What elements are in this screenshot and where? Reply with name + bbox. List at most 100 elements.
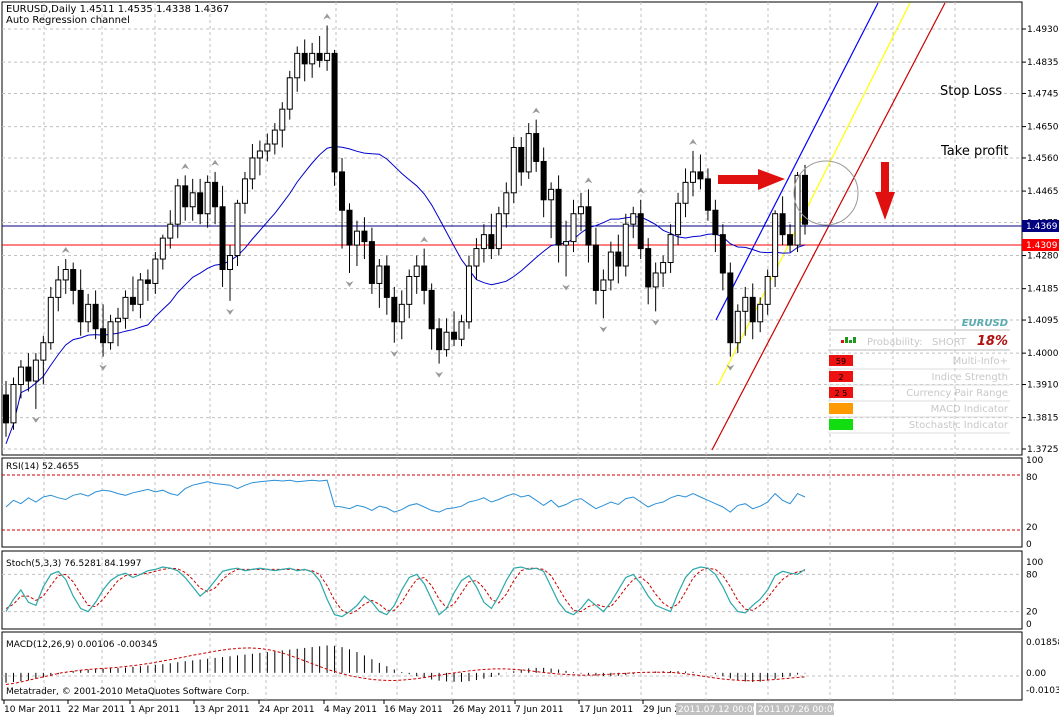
candle[interactable] [55, 279, 62, 298]
candle[interactable] [794, 174, 801, 246]
candle[interactable] [525, 133, 532, 173]
candle[interactable] [779, 213, 786, 236]
candle[interactable] [197, 192, 204, 215]
candle[interactable] [689, 171, 696, 183]
candle[interactable] [256, 150, 263, 159]
candle[interactable] [652, 272, 659, 288]
candle[interactable] [241, 178, 248, 204]
candle[interactable] [249, 157, 256, 180]
candle[interactable] [488, 234, 495, 250]
candle[interactable] [697, 171, 704, 180]
candle[interactable] [383, 265, 390, 298]
candle[interactable] [301, 52, 308, 65]
candle[interactable] [757, 303, 764, 323]
candle[interactable] [764, 275, 771, 305]
stochastic-main-line[interactable] [5, 566, 806, 618]
candle[interactable] [615, 251, 622, 267]
candle[interactable] [174, 185, 181, 225]
candle[interactable] [510, 147, 517, 194]
candle[interactable] [331, 52, 338, 173]
candle[interactable] [212, 181, 219, 208]
candle[interactable] [40, 342, 47, 361]
macd-histogram[interactable] [5, 645, 806, 683]
candle[interactable] [219, 206, 226, 270]
candle[interactable] [540, 160, 547, 201]
candle[interactable] [712, 209, 719, 236]
candle[interactable] [129, 296, 136, 305]
candle[interactable] [62, 268, 69, 281]
macd-signal-line[interactable] [5, 647, 806, 685]
candle[interactable] [622, 223, 629, 267]
macd-panel[interactable] [1, 631, 1023, 701]
candle[interactable] [85, 303, 92, 323]
candle[interactable] [503, 192, 510, 215]
candle[interactable] [458, 321, 465, 340]
candle[interactable] [480, 234, 487, 250]
candle[interactable] [630, 213, 637, 225]
candle[interactable] [353, 230, 360, 246]
candle[interactable] [660, 262, 667, 274]
candle[interactable] [286, 77, 293, 110]
candle[interactable] [17, 366, 24, 386]
candle[interactable] [787, 234, 794, 246]
candle[interactable] [182, 185, 189, 208]
candle[interactable] [704, 178, 711, 211]
candle[interactable] [563, 241, 570, 246]
rsi-line[interactable] [5, 479, 806, 513]
stochastic-panel[interactable] [1, 550, 1023, 630]
candle[interactable] [10, 384, 17, 424]
candle[interactable] [682, 181, 689, 204]
candle[interactable] [271, 129, 278, 145]
candle[interactable] [413, 265, 420, 277]
candle[interactable] [361, 230, 368, 243]
candle[interactable] [742, 296, 749, 312]
candle[interactable] [473, 248, 480, 267]
candle[interactable] [667, 234, 674, 264]
candle[interactable] [234, 202, 241, 257]
candle[interactable] [607, 251, 614, 281]
candle[interactable] [443, 331, 450, 351]
candle[interactable] [518, 147, 525, 173]
candle[interactable] [391, 296, 398, 323]
candle[interactable] [465, 265, 472, 323]
candle[interactable] [585, 206, 592, 246]
candle[interactable] [577, 206, 584, 215]
candle[interactable] [3, 394, 9, 424]
candle[interactable] [167, 223, 174, 239]
candle[interactable] [159, 237, 166, 260]
candle[interactable] [451, 331, 458, 340]
candle[interactable] [600, 279, 607, 291]
candle[interactable] [421, 265, 428, 291]
candle[interactable] [309, 52, 316, 65]
candle[interactable] [802, 174, 808, 225]
candle[interactable] [25, 366, 32, 382]
candle[interactable] [115, 317, 122, 323]
candles[interactable] [3, 25, 808, 437]
candle[interactable] [376, 265, 383, 284]
candle[interactable] [645, 248, 652, 288]
candle[interactable] [122, 296, 129, 319]
candle[interactable] [398, 303, 405, 323]
candle[interactable] [47, 296, 54, 344]
moving-average-line[interactable] [5, 145, 806, 444]
candle[interactable] [189, 192, 196, 208]
candle[interactable] [727, 272, 734, 344]
candle[interactable] [264, 143, 271, 152]
candle[interactable] [204, 181, 211, 215]
candle[interactable] [32, 359, 39, 382]
candle[interactable] [77, 289, 84, 323]
candle[interactable] [675, 202, 682, 236]
candle[interactable] [436, 328, 443, 351]
candle[interactable] [495, 213, 502, 250]
candle[interactable] [144, 279, 151, 284]
candle[interactable] [555, 188, 562, 246]
candle[interactable] [719, 234, 726, 274]
candle[interactable] [548, 188, 555, 201]
candle[interactable] [227, 255, 234, 270]
candle[interactable] [92, 303, 99, 330]
candle[interactable] [570, 213, 577, 243]
candle[interactable] [316, 52, 323, 61]
candle[interactable] [749, 296, 756, 323]
candle[interactable] [279, 108, 286, 131]
